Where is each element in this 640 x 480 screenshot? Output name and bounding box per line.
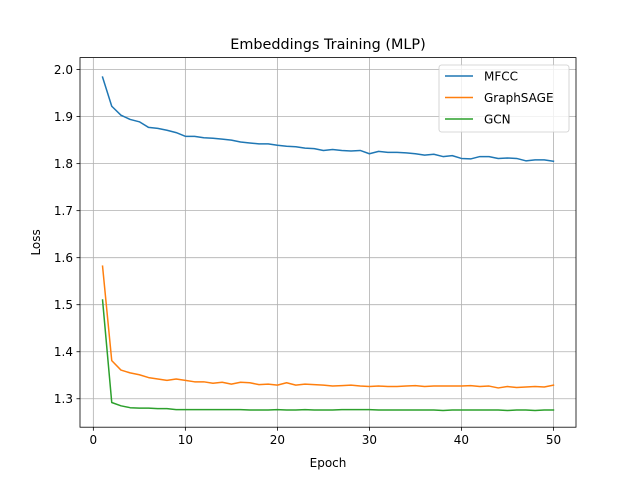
axis-ticks: 0 10 20 30 40 50 1.3 1.4 1.5 1.6 1.7 1.8 1.9 2.0: [54, 63, 561, 447]
y-tick-label: 1.6: [54, 251, 73, 265]
x-tick-label: 0: [90, 433, 98, 447]
legend-label-gcn: GCN: [484, 112, 511, 126]
y-tick-label: 1.4: [54, 345, 73, 359]
x-tick-label: 30: [362, 433, 377, 447]
y-tick-label: 2.0: [54, 63, 73, 77]
y-tick-label: 1.9: [54, 110, 73, 124]
chart-title: Embeddings Training (MLP): [230, 37, 425, 53]
y-tick-label: 1.3: [54, 392, 73, 406]
plot-frame: [79, 57, 577, 428]
x-tick-label: 50: [546, 433, 561, 447]
legend: MFCC GraphSAGE GCN: [438, 64, 570, 133]
x-tick-label: 40: [454, 433, 469, 447]
series-line-gcn: [101, 299, 555, 412]
series-lines: [101, 76, 555, 412]
series-line-graphsage: [101, 265, 555, 389]
series-line-mfcc: [101, 76, 555, 163]
y-tick-label: 1.5: [54, 298, 73, 312]
legend-label-mfcc: MFCC: [484, 69, 518, 83]
legend-box: [438, 64, 570, 133]
x-tick-label: 10: [178, 433, 193, 447]
x-axis-label: Epoch: [310, 456, 347, 470]
y-axis-label: Loss: [29, 229, 43, 255]
y-tick-label: 1.8: [54, 157, 73, 171]
grid-lines: [80, 57, 576, 428]
legend-label-graphsage: GraphSAGE: [484, 91, 554, 105]
x-tick-label: 20: [270, 433, 285, 447]
y-tick-label: 1.7: [54, 204, 73, 218]
